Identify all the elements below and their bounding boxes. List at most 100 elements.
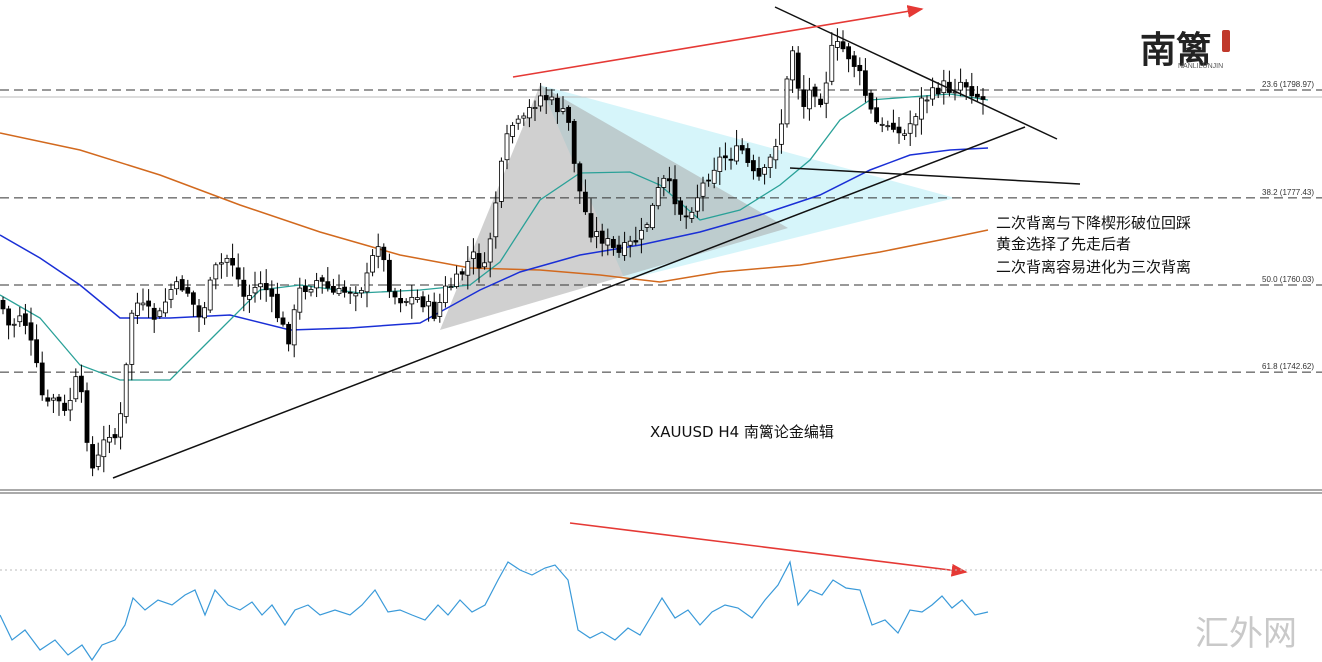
candle-body bbox=[168, 289, 174, 300]
candle-body bbox=[717, 156, 723, 172]
candle-body bbox=[235, 267, 241, 280]
candle-body bbox=[51, 397, 56, 401]
candle-body bbox=[655, 187, 661, 207]
candle-body bbox=[442, 285, 448, 304]
candle-body bbox=[0, 299, 6, 310]
candle-body bbox=[151, 307, 157, 320]
candle-body bbox=[515, 118, 521, 124]
candle-body bbox=[779, 123, 784, 145]
candle-body bbox=[723, 155, 728, 159]
candle-body bbox=[39, 362, 45, 396]
candle-body bbox=[980, 96, 986, 100]
candle-body bbox=[661, 177, 667, 188]
candle-body bbox=[829, 44, 835, 82]
candle-body bbox=[868, 92, 874, 110]
candle-body bbox=[493, 202, 499, 238]
candle-body bbox=[162, 301, 168, 314]
candle-body bbox=[919, 97, 924, 120]
candle-body bbox=[386, 259, 392, 292]
candle-body bbox=[28, 322, 34, 341]
candle-body bbox=[112, 434, 118, 439]
candle-body bbox=[969, 86, 975, 97]
candle-body bbox=[835, 41, 840, 48]
candle-body bbox=[711, 169, 717, 184]
candle-body bbox=[398, 298, 404, 304]
candle-body bbox=[414, 297, 420, 300]
fib-label-0: 23.6 (1798.97) bbox=[1262, 80, 1314, 89]
brand-logo: 南篱 NANLILUNJIN bbox=[1140, 29, 1230, 71]
candle-body bbox=[358, 290, 364, 294]
candle-body bbox=[420, 296, 426, 308]
candle-body bbox=[594, 231, 599, 237]
candle-body bbox=[650, 204, 655, 229]
candle-body bbox=[207, 279, 213, 311]
candle-body bbox=[527, 107, 532, 119]
candle-body bbox=[924, 99, 930, 102]
candle-body bbox=[302, 285, 308, 293]
candle-body bbox=[118, 413, 123, 438]
candle-body bbox=[454, 273, 460, 287]
candle-body bbox=[101, 439, 107, 458]
candle-body bbox=[498, 160, 504, 202]
candle-body bbox=[678, 200, 683, 215]
candle-body bbox=[134, 302, 140, 316]
candle-body bbox=[543, 95, 549, 101]
candle-body bbox=[879, 123, 885, 126]
fib-label-1: 38.2 (1777.43) bbox=[1262, 188, 1314, 197]
candle-body bbox=[140, 302, 146, 306]
price-divergence-arrow bbox=[512, 5, 924, 78]
candle-body bbox=[280, 317, 286, 325]
candle-body bbox=[241, 279, 247, 297]
candle-body bbox=[95, 454, 101, 467]
candle-body bbox=[308, 289, 314, 293]
candle-body bbox=[695, 197, 700, 212]
candle-body bbox=[123, 364, 129, 417]
candle-body bbox=[935, 87, 941, 95]
candle-body bbox=[605, 238, 611, 246]
candle-body bbox=[129, 312, 135, 365]
candle-body bbox=[885, 125, 891, 128]
candle-body bbox=[818, 98, 823, 105]
candle-body bbox=[683, 215, 689, 218]
candle-body bbox=[67, 400, 73, 411]
candle-body bbox=[347, 291, 353, 294]
candle-body bbox=[185, 287, 191, 294]
candle-body bbox=[56, 396, 62, 402]
candle-body bbox=[504, 133, 510, 161]
candle-body bbox=[807, 89, 812, 110]
candle-body bbox=[34, 339, 39, 364]
svg-text:南篱: 南篱 bbox=[1140, 29, 1212, 71]
candle-body bbox=[784, 78, 790, 125]
candle-body bbox=[863, 70, 868, 96]
candle-body bbox=[616, 244, 622, 253]
candle-body bbox=[913, 116, 919, 126]
candle-body bbox=[549, 96, 555, 101]
candle-body bbox=[196, 305, 202, 318]
candle-body bbox=[342, 286, 348, 293]
candle-body bbox=[79, 375, 84, 393]
candle-body bbox=[431, 301, 437, 319]
candle-body bbox=[560, 108, 566, 112]
candle-body bbox=[403, 300, 409, 303]
candle-body bbox=[739, 145, 745, 151]
candle-body bbox=[840, 41, 846, 50]
ma-fast-line bbox=[0, 93, 989, 381]
ma-mid-line bbox=[0, 147, 989, 331]
candle-body bbox=[706, 179, 711, 182]
candle-body bbox=[907, 123, 913, 134]
candle-body bbox=[157, 310, 163, 317]
candle-body bbox=[773, 146, 779, 161]
candle-body bbox=[314, 280, 320, 289]
candle-body bbox=[767, 156, 773, 168]
candle-body bbox=[891, 122, 896, 130]
candle-body bbox=[224, 257, 230, 263]
candle-body bbox=[330, 285, 336, 293]
candle-body bbox=[476, 253, 482, 269]
candle-body bbox=[566, 106, 571, 123]
candle-body bbox=[667, 178, 672, 182]
candle-body bbox=[269, 288, 275, 297]
candle-body bbox=[751, 160, 756, 172]
annotation-line-1: 二次背离与下降楔形破位回踩 bbox=[996, 214, 1191, 232]
candle-body bbox=[510, 124, 516, 137]
